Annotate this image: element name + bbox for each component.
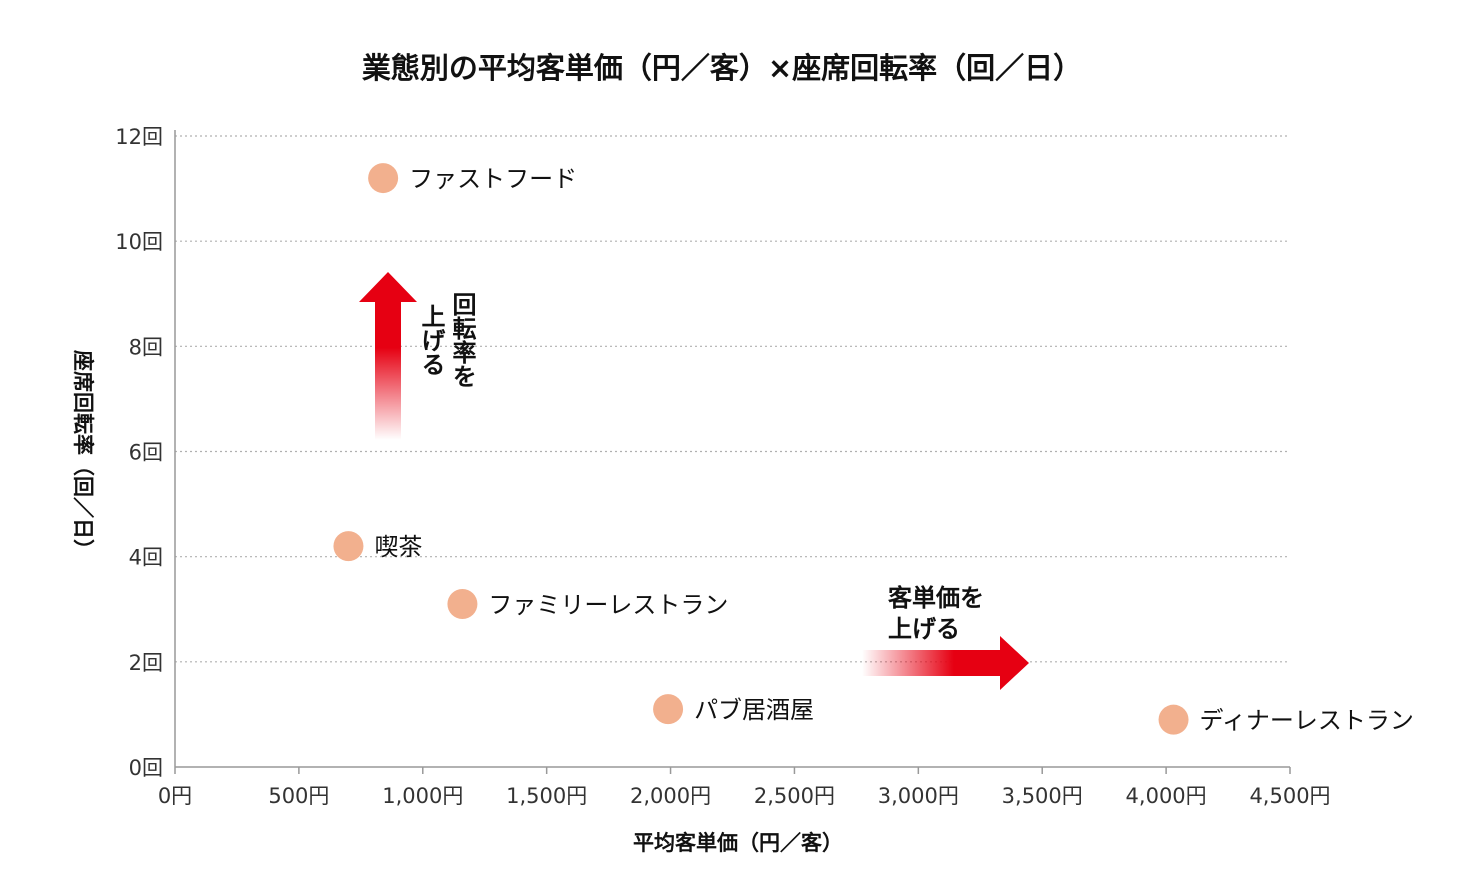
gridlines: [175, 135, 1290, 663]
up-arrow-label-line2: 上げる: [417, 304, 445, 376]
y-ticks: 0回 2回 4回 6回 8回 10回 12回: [115, 125, 163, 780]
data-point: [653, 694, 684, 725]
y-tick-label: 4回: [129, 546, 163, 570]
x-tick-label: 3,500円: [1002, 784, 1083, 808]
y-tick-label: 8回: [129, 335, 163, 359]
x-tick-label: 2,500円: [754, 784, 835, 808]
data-point-label: ディナーレストラン: [1200, 707, 1414, 735]
x-tick-label: 1,000円: [382, 784, 463, 808]
y-tick-label: 2回: [129, 651, 163, 675]
data-point: [368, 163, 399, 194]
data-point: [333, 531, 364, 562]
data-point: [1158, 704, 1189, 735]
raise-price-arrow: 客単価を 上げる: [862, 584, 1029, 690]
data-point-label: 喫茶: [374, 533, 422, 561]
raise-turnover-arrow: 回転率を 上げる: [359, 272, 476, 440]
chart-title: 業態別の平均客単価（円／客）×座席回転率（回／日）: [362, 51, 1082, 85]
y-tick-label: 10回: [115, 230, 163, 254]
data-point-label: ファストフード: [409, 165, 577, 193]
x-tick-label: 0円: [158, 784, 192, 808]
axes: [174, 130, 1290, 768]
right-arrow-label-line2: 上げる: [888, 615, 960, 643]
x-tick-label: 4,000円: [1126, 784, 1207, 808]
x-axis-label: 平均客単価（円／客）: [633, 831, 843, 855]
right-arrow-icon: [862, 636, 1029, 690]
x-tick-label: 2,000円: [630, 784, 711, 808]
y-tick-label: 6回: [129, 441, 163, 465]
x-tick-label: 500円: [268, 784, 329, 808]
x-ticks: 0円 500円 1,000円 1,500円 2,000円 2,500円 3,000円 3,50…: [158, 767, 1331, 808]
data-point-label: パブ居酒屋: [694, 696, 814, 724]
y-tick-label: 12回: [115, 125, 163, 149]
data-point: [447, 588, 478, 619]
x-tick-label: 3,000円: [878, 784, 959, 808]
up-arrow-label-line1: 回転率を: [448, 292, 476, 388]
y-tick-label: 0回: [129, 756, 163, 780]
right-arrow-label-line1: 客単価を: [888, 584, 984, 612]
y-axis-label: 座席回転率（回／日）: [71, 350, 95, 560]
up-arrow-icon: [359, 272, 417, 440]
x-tick-label: 1,500円: [506, 784, 587, 808]
data-point-label: ファミリーレストラン: [488, 591, 728, 619]
x-tick-label: 4,500円: [1249, 784, 1330, 808]
